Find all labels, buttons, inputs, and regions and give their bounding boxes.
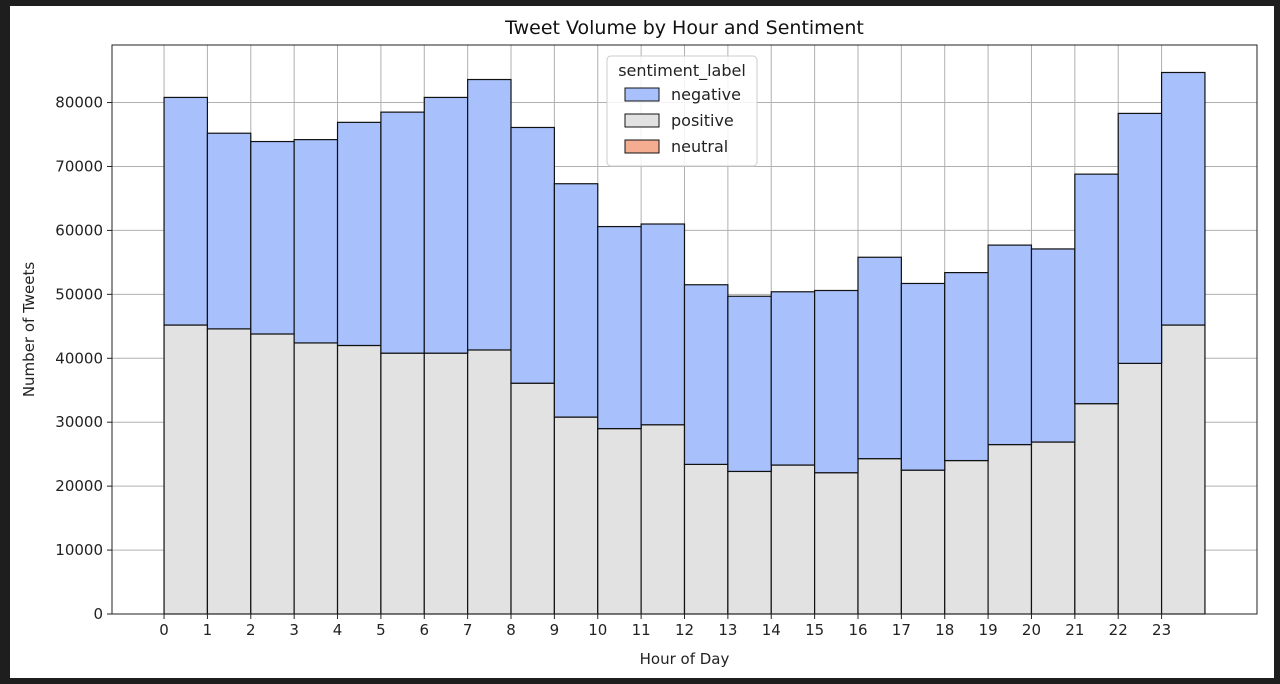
bar-positive-22: [1117, 362, 1163, 615]
bar-positive-15: [814, 472, 859, 615]
bar-positive-12: [683, 463, 729, 615]
x-tick-label: 1: [203, 621, 213, 639]
x-tick-label: 8: [506, 621, 516, 639]
bar-negative-14: [770, 291, 816, 466]
x-tick-label: 6: [419, 621, 429, 639]
x-tick-label: 0: [159, 621, 169, 639]
bar-negative-18: [944, 272, 989, 462]
bar-positive-0: [163, 324, 209, 615]
bar-positive-3: [293, 342, 339, 615]
y-tick-label: 10000: [55, 541, 103, 559]
bar-negative-1: [206, 132, 252, 330]
legend-label-negative: negative: [671, 85, 741, 104]
x-tick-label: 23: [1152, 621, 1171, 639]
legend-label-positive: positive: [671, 111, 734, 130]
x-tick-label: 7: [463, 621, 473, 639]
y-tick-label: 40000: [55, 349, 103, 367]
bar-positive-8: [510, 382, 555, 615]
x-tick-label: 18: [935, 621, 954, 639]
x-tick-label: 12: [675, 621, 694, 639]
x-tick-label: 11: [632, 621, 651, 639]
legend-swatch-negative: [624, 87, 660, 102]
y-tick-label: 20000: [55, 477, 103, 495]
bar-negative-7: [467, 78, 512, 351]
x-tick-label: 2: [246, 621, 256, 639]
bar-negative-2: [250, 140, 295, 335]
y-tick-label: 80000: [55, 94, 103, 112]
x-tick-label: 10: [588, 621, 607, 639]
x-tick-label: 17: [892, 621, 911, 639]
legend: sentiment_label negative positive neutral: [606, 55, 758, 167]
bar-positive-20: [1030, 441, 1076, 615]
x-tick-label: 22: [1109, 621, 1128, 639]
y-tick-label: 70000: [55, 157, 103, 175]
bar-negative-13: [727, 295, 772, 473]
bar-negative-9: [553, 183, 599, 418]
bar-positive-4: [336, 344, 382, 615]
bar-negative-21: [1074, 173, 1119, 405]
x-tick-label: 13: [718, 621, 737, 639]
bar-positive-6: [423, 352, 469, 615]
x-tick-label: 3: [289, 621, 299, 639]
bar-negative-23: [1160, 71, 1206, 326]
bar-negative-16: [857, 256, 902, 460]
bars: [163, 71, 1206, 615]
bar-negative-6: [423, 96, 469, 354]
bar-positive-1: [206, 328, 252, 615]
legend-box: [606, 55, 758, 167]
bar-positive-5: [380, 352, 425, 615]
x-tick-label: 15: [805, 621, 824, 639]
bar-negative-4: [336, 121, 382, 347]
legend-label-neutral: neutral: [671, 137, 728, 156]
bar-negative-17: [900, 282, 946, 471]
bar-positive-13: [727, 470, 772, 615]
x-tick-label: 4: [333, 621, 343, 639]
x-tick-label: 19: [979, 621, 998, 639]
bar-negative-19: [987, 244, 1033, 446]
y-tick-label: 50000: [55, 285, 103, 303]
legend-title: sentiment_label: [618, 61, 746, 81]
chart-title: Tweet Volume by Hour and Sentiment: [504, 17, 864, 39]
bar-negative-11: [640, 223, 686, 426]
legend-swatch-positive: [624, 113, 660, 128]
bar-negative-15: [814, 289, 859, 474]
bar-positive-23: [1160, 324, 1206, 615]
chart-svg: 0 1 2 3 4 5 6 7 8 9 10 11 12 13 14 15 16 17 18 19 20 21 22 2301…: [20, 17, 1258, 668]
x-tick-label: 5: [376, 621, 386, 639]
x-tick-label: 21: [1065, 621, 1084, 639]
bar-positive-9: [553, 416, 599, 615]
bar-positive-14: [770, 464, 816, 615]
y-axis-label: Number of Tweets: [20, 262, 38, 398]
x-tick-label: 20: [1022, 621, 1041, 639]
x-tick-label: 16: [848, 621, 867, 639]
y-tick-label: 30000: [55, 413, 103, 431]
bar-positive-2: [250, 333, 295, 615]
bar-negative-3: [293, 139, 339, 344]
bar-negative-0: [163, 96, 209, 326]
bar-negative-10: [597, 225, 642, 430]
y-tick-label: 60000: [55, 221, 103, 239]
x-axis: 0 1 2 3 4 5 6 7 8 9 10 11 12 13 14 15 16 17 18 19 20 21 22 23: [159, 614, 1171, 639]
bar-positive-11: [640, 424, 686, 615]
bar-positive-16: [857, 458, 902, 615]
chart-figure: 0 1 2 3 4 5 6 7 8 9 10 11 12 13 14 15 16 17 18 19 20 21 22 23 0 1…: [10, 6, 1274, 678]
bar-positive-10: [597, 427, 642, 615]
bar-negative-5: [380, 111, 425, 354]
x-axis-label: Hour of Day: [640, 650, 730, 668]
y-tick-label: 0: [93, 605, 103, 623]
bar-negative-22: [1117, 112, 1163, 364]
bar-positive-17: [900, 469, 946, 615]
x-tick-label: 9: [550, 621, 560, 639]
x-tick-label: 14: [762, 621, 781, 639]
legend-swatch-neutral: [624, 139, 660, 154]
bar-negative-8: [510, 126, 555, 384]
bar-positive-19: [987, 443, 1033, 615]
y-axis: 0 10000 20000 30000 40000 50000 60000 70000 8000…: [55, 94, 112, 623]
bar-positive-7: [467, 349, 512, 615]
bar-positive-21: [1074, 403, 1119, 615]
bar-positive-18: [944, 459, 989, 615]
bar-negative-12: [683, 284, 729, 465]
bar-negative-20: [1030, 248, 1076, 443]
